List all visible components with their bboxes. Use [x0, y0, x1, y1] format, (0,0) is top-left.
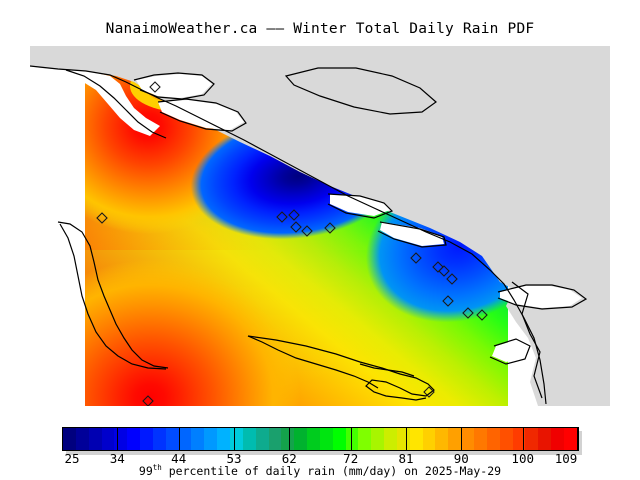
station-marker[interactable]	[438, 265, 450, 277]
colorbar-swatch	[307, 428, 320, 450]
colorbar-swatch	[294, 428, 308, 450]
colorbar-swatch	[268, 428, 282, 450]
page-title: NanaimoWeather.ca —— Winter Total Daily …	[105, 21, 535, 37]
colorbar-tick-label: 90	[453, 451, 469, 466]
colorbar-swatch	[512, 428, 526, 450]
colorbar-tick-label: 72	[343, 451, 359, 466]
station-marker[interactable]	[446, 273, 458, 285]
colorbar-swatch	[551, 428, 564, 450]
colorbar-swatch	[255, 428, 269, 450]
colorbar-swatch	[229, 428, 243, 450]
colorbar-tick-label: 53	[226, 451, 242, 466]
colorbar-swatch	[396, 428, 410, 450]
land-mask	[30, 46, 610, 406]
colorbar-tick-label: 81	[398, 451, 414, 466]
colorbar-caption: 99th percentile of daily rain (mm/day) o…	[0, 463, 640, 478]
colorbar-swatch	[114, 428, 128, 450]
colorbar-swatch	[217, 428, 230, 450]
colorbar-swatch	[165, 428, 179, 450]
colorbar-swatch	[563, 428, 577, 450]
station-marker[interactable]	[462, 307, 474, 319]
colorbar-swatch	[486, 428, 500, 450]
colorbar-swatch	[281, 428, 295, 450]
colorbar-tick-label: 62	[281, 451, 297, 466]
station-marker[interactable]	[290, 221, 302, 233]
colorbar-swatch	[499, 428, 513, 450]
colorbar-swatch	[422, 428, 436, 450]
station-marker[interactable]	[324, 222, 336, 234]
colorbar-tick-label: 34	[109, 451, 125, 466]
station-marker[interactable]	[423, 386, 435, 398]
coastlines	[30, 65, 588, 405]
colorbar-swatch	[384, 428, 397, 450]
colorbar-tick-label: 109	[554, 451, 578, 466]
colorbar-swatch	[525, 428, 539, 450]
station-marker[interactable]	[410, 252, 422, 264]
station-marker[interactable]	[142, 395, 154, 406]
caption-prefix: 99	[138, 463, 153, 478]
colorbar-swatch	[127, 428, 141, 450]
station-marker[interactable]	[301, 225, 313, 237]
colorbar-tick-label: 25	[64, 451, 80, 466]
station-marker[interactable]	[276, 211, 288, 223]
colorbar-swatch	[538, 428, 552, 450]
colorbar-swatch	[358, 428, 372, 450]
caption-rest: percentile of daily rain (mm/day) on 202…	[161, 463, 502, 478]
station-markers[interactable]	[96, 81, 488, 406]
colorbar-swatch	[140, 428, 153, 450]
colorbar[interactable]	[62, 427, 582, 455]
colorbar-swatch	[178, 428, 192, 450]
colorbar-tick-label: 100	[511, 451, 534, 466]
colorbar-tick-labels: 25 34 44 53 62 72 81 90 100 109	[0, 451, 640, 467]
station-marker[interactable]	[432, 261, 444, 273]
station-marker[interactable]	[288, 209, 300, 221]
colorbar-swatch	[242, 428, 256, 450]
station-marker[interactable]	[96, 212, 108, 224]
station-marker[interactable]	[149, 81, 161, 93]
colorbar-swatch	[474, 428, 487, 450]
colorbar-swatch	[435, 428, 449, 450]
colorbar-swatch	[191, 428, 205, 450]
colorbar-swatch	[75, 428, 89, 450]
colorbar-swatch	[204, 428, 218, 450]
colorbar-swatch	[461, 428, 474, 450]
caption-ordinal-suffix: th	[152, 463, 162, 472]
colorbar-swatch	[371, 428, 385, 450]
map-panel[interactable]	[30, 46, 610, 406]
colorbar-swatch	[319, 428, 333, 450]
colorbar-tick-label: 44	[171, 451, 187, 466]
colorbar-swatch	[332, 428, 346, 450]
colorbar-swatch	[63, 428, 76, 450]
colorbar-swatch	[409, 428, 423, 450]
rainfall-contour-map[interactable]	[30, 46, 610, 406]
colorbar-swatch	[152, 428, 166, 450]
station-marker[interactable]	[442, 295, 454, 307]
colorbar-swatch	[101, 428, 115, 450]
colorbar-swatch	[345, 428, 359, 450]
colorbar-gradient[interactable]	[62, 427, 578, 451]
colorbar-swatch	[88, 428, 102, 450]
colorbar-swatch	[448, 428, 462, 450]
station-marker[interactable]	[476, 309, 488, 321]
